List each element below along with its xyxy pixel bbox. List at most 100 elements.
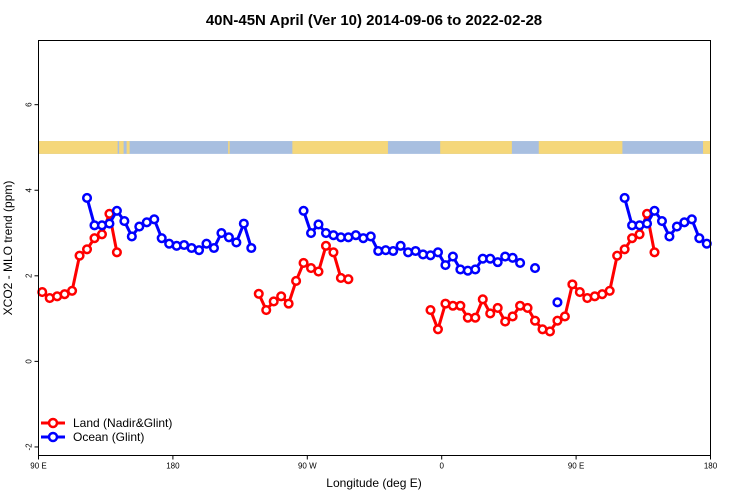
data-point-land (37, 287, 48, 298)
land-ocean-strip (38, 141, 711, 154)
data-point-ocean (313, 219, 324, 230)
data-point-land (619, 244, 630, 255)
data-point-land (507, 311, 518, 322)
data-point-ocean (193, 245, 205, 256)
data-point-land (253, 288, 264, 299)
data-point-land (74, 250, 85, 261)
data-point-land (328, 247, 339, 258)
data-point-land (261, 304, 272, 316)
data-point-ocean (126, 231, 137, 242)
series-layer (37, 192, 712, 337)
data-point-land (529, 315, 541, 326)
data-point-land (320, 240, 332, 251)
data-point-ocean (156, 233, 167, 244)
x-tick-label: 0 (439, 462, 444, 471)
data-point-land (604, 285, 615, 296)
series-land (37, 208, 660, 337)
axis-ticks: 90 E 180 90 W 0 90 E 180 -2 0 2 4 6 (25, 102, 718, 471)
data-point-ocean (641, 218, 653, 229)
data-point-ocean (246, 242, 257, 254)
data-point-ocean (216, 227, 227, 239)
data-point-land (313, 266, 324, 277)
data-point-ocean (395, 240, 406, 251)
data-point-ocean (529, 263, 541, 274)
data-point-ocean (231, 237, 242, 248)
data-point-land (649, 247, 660, 258)
strip-land-segment (38, 141, 118, 154)
data-point-land (574, 287, 585, 298)
data-point-land (470, 312, 481, 323)
strip-land-segment (126, 141, 130, 154)
legend-item-ocean: Ocean (Glint) (41, 430, 144, 444)
data-point-ocean (223, 232, 234, 243)
data-point-ocean (515, 257, 526, 269)
data-point-land (455, 300, 466, 311)
legend: Land (Nadir&Glint) Ocean (Glint) (41, 416, 172, 444)
x-axis-label: Longitude (deg E) (326, 476, 421, 490)
legend-marker-land (47, 417, 59, 429)
data-point-ocean (119, 215, 130, 227)
legend-item-land: Land (Nadir&Glint) (41, 416, 172, 430)
data-point-land (627, 233, 638, 244)
strip-land-segment (703, 141, 711, 154)
x-tick-label: 180 (704, 462, 718, 471)
data-point-land (634, 229, 645, 240)
y-tick-label: 0 (25, 359, 34, 364)
data-point-land (89, 233, 100, 244)
y-tick-label: 4 (25, 187, 34, 192)
data-point-land (276, 291, 287, 302)
legend-marker-ocean (47, 431, 59, 443)
data-point-ocean (671, 221, 682, 232)
data-point-ocean (432, 247, 444, 258)
data-point-land (432, 324, 444, 335)
data-point-ocean (470, 264, 481, 275)
data-point-ocean (507, 252, 518, 263)
data-point-ocean (686, 214, 697, 225)
data-point-ocean (111, 205, 122, 216)
data-point-land (477, 294, 488, 305)
data-point-land (552, 315, 563, 326)
plot-frame (38, 40, 711, 456)
x-tick-label: 180 (166, 462, 180, 471)
data-point-land (485, 308, 496, 319)
data-point-land (67, 285, 78, 296)
data-point-land (298, 257, 309, 269)
data-point-ocean (447, 251, 458, 262)
data-point-ocean (365, 231, 376, 242)
data-point-ocean (694, 233, 705, 244)
data-point-ocean (440, 260, 451, 271)
data-point-land (500, 316, 511, 327)
data-point-ocean (149, 214, 160, 225)
data-point-ocean (305, 227, 317, 239)
data-point-land (567, 279, 578, 290)
data-point-ocean (81, 192, 93, 203)
data-point-land (492, 302, 503, 313)
data-point-land (283, 298, 294, 309)
data-point-ocean (492, 257, 503, 268)
data-point-ocean (201, 238, 212, 249)
chart-title: 40N-45N April (Ver 10) 2014-09-06 to 202… (206, 12, 542, 29)
legend-label-ocean: Ocean (Glint) (73, 430, 144, 444)
data-point-land (81, 244, 93, 255)
y-tick-label: 6 (25, 102, 34, 107)
data-point-land (544, 326, 556, 337)
data-point-ocean (552, 297, 563, 308)
strip-land-segment (292, 141, 388, 154)
data-point-ocean (701, 238, 712, 249)
data-point-ocean (134, 221, 145, 232)
data-point-ocean (298, 205, 309, 216)
data-point-land (343, 274, 354, 285)
x-tick-label: 90 E (568, 462, 584, 471)
data-point-ocean (619, 192, 630, 203)
data-point-land (559, 311, 570, 322)
data-point-ocean (208, 242, 220, 254)
data-point-land (96, 229, 108, 240)
strip-land-segment (538, 141, 623, 154)
strip-land-segment (228, 141, 230, 154)
x-tick-label: 90 W (298, 462, 317, 471)
data-point-ocean (238, 218, 249, 229)
data-point-ocean (388, 245, 399, 257)
data-point-land (291, 275, 302, 286)
legend-label-land: Land (Nadir&Glint) (73, 416, 172, 430)
strip-land-segment (119, 141, 124, 154)
